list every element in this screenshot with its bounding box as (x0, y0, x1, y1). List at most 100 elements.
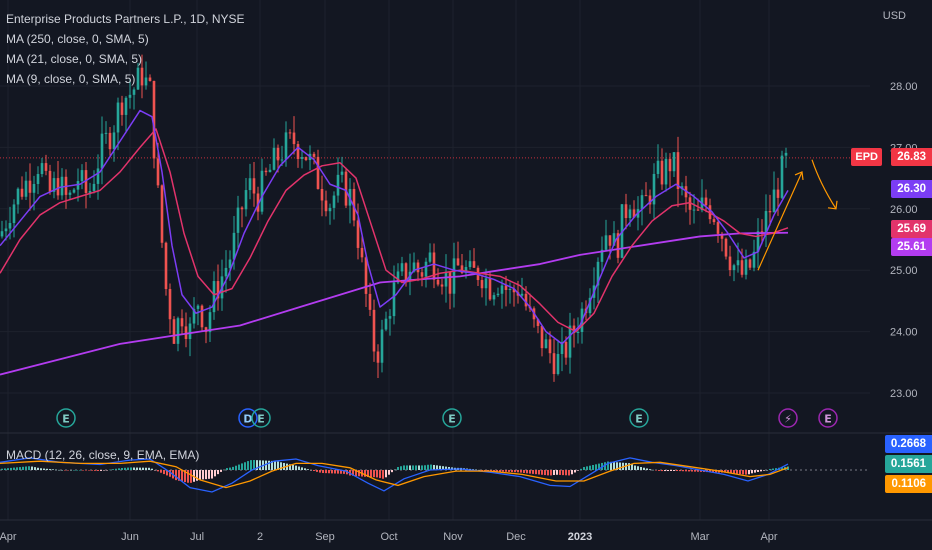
macd-legend[interactable]: MACD (12, 26, close, 9, EMA, EMA) (6, 448, 200, 462)
x-tick-label: Jul (190, 531, 204, 543)
ma21-value-badge: 25.69 (891, 220, 932, 238)
x-tick-label: Jun (121, 531, 139, 543)
candle-body (604, 235, 608, 250)
candle-body (104, 132, 108, 134)
macd-histogram-bar (373, 470, 375, 478)
candle-body (312, 153, 316, 157)
signal-line (0, 460, 789, 489)
macd-histogram-bar (52, 469, 54, 470)
candle-body (772, 189, 776, 213)
candle-body (32, 183, 36, 193)
macd-histogram-bar (592, 464, 594, 470)
x-tick-label: Mar (691, 531, 710, 543)
macd-histogram-bar (304, 468, 306, 470)
candle-body (368, 293, 372, 310)
macd-histogram-bar (736, 470, 738, 474)
candle-body (88, 191, 92, 193)
candle-body (568, 325, 572, 358)
macd-histogram-bar (4, 468, 6, 470)
macd-value-badge: 0.2668 (884, 435, 932, 453)
candle-body (520, 293, 524, 296)
candle-body (176, 318, 180, 344)
signal-value-badge: 0.1106 (885, 475, 932, 493)
candle-body (744, 259, 748, 275)
macd-histogram-bar (649, 469, 651, 470)
macd-histogram-bar (295, 465, 297, 470)
macd-histogram-bar (484, 470, 486, 471)
macd-histogram-bar (352, 470, 354, 476)
y-tick-label: 25.00 (890, 265, 918, 277)
macd-histogram-bar (727, 470, 729, 473)
earnings-marker: E (629, 408, 649, 428)
candle-body (68, 192, 72, 195)
candle-body (644, 195, 648, 197)
candle-body (404, 263, 408, 281)
candle-body (612, 233, 616, 246)
macd-histogram-bar (10, 467, 12, 470)
candle-body (464, 267, 468, 273)
macd-histogram-bar (343, 470, 345, 474)
candle-body (748, 259, 752, 268)
macd-histogram-bar (298, 466, 300, 470)
macd-histogram-bar (364, 470, 366, 477)
macd-histogram-bar (289, 464, 291, 470)
macd-histogram-bar (157, 470, 159, 472)
ma250-legend[interactable]: MA (250, close, 0, SMA, 5) (6, 32, 149, 46)
macd-histogram-bar (652, 469, 654, 471)
macd-histogram-bar (274, 460, 276, 470)
macd-histogram-bar (7, 468, 9, 470)
candle-body (392, 282, 396, 317)
macd-histogram-bar (187, 470, 189, 483)
macd-histogram-bar (37, 467, 39, 470)
macd-histogram-bar (148, 467, 150, 470)
macd-histogram-bar (1, 468, 3, 470)
macd-histogram-bar (667, 470, 669, 472)
trend-arrow-head (794, 171, 804, 181)
candle-body (56, 178, 60, 196)
macd-histogram-bar (328, 470, 330, 474)
candle-body (768, 211, 772, 213)
candle-body (0, 231, 4, 237)
candle-body (120, 102, 124, 115)
macd-histogram-bar (22, 466, 24, 470)
candle-body (256, 193, 260, 212)
ma9-legend[interactable]: MA (9, close, 0, SMA, 5) (6, 72, 136, 86)
candle-body (364, 257, 368, 294)
macd-histogram-bar (202, 470, 204, 480)
candle-body (324, 200, 328, 212)
macd-histogram-bar (637, 466, 639, 470)
macd-histogram-bar (271, 460, 273, 470)
macd-histogram-bar (244, 462, 246, 470)
candle-body (672, 152, 676, 172)
macd-histogram-bar (403, 465, 405, 470)
currency-label: USD (882, 10, 906, 22)
candle-body (732, 265, 736, 271)
ma21-legend[interactable]: MA (21, close, 0, SMA, 5) (6, 52, 143, 66)
candle-body (388, 316, 392, 319)
candle-body (228, 259, 232, 268)
macd-histogram-bar (28, 466, 30, 470)
macd-histogram-bar (475, 469, 477, 471)
candle-body (272, 147, 276, 170)
macd-histogram-bar (97, 470, 99, 471)
candle-body (576, 331, 580, 333)
macd-histogram-bar (235, 465, 237, 470)
candle-body (192, 308, 196, 324)
macd-histogram-bar (478, 469, 480, 471)
candle-body (184, 326, 188, 339)
candle-body (52, 178, 56, 192)
candle-body (456, 258, 460, 266)
macd-histogram-bar (214, 470, 216, 477)
macd-histogram-bar (226, 468, 228, 470)
macd-histogram-bar (562, 470, 564, 476)
macd-histogram-bar (160, 470, 162, 473)
candle-body (116, 102, 120, 133)
macd-histogram-bar (250, 460, 252, 470)
candle-body (288, 132, 292, 134)
macd-histogram-bar (190, 470, 192, 483)
macd-histogram-bar (259, 460, 261, 470)
macd-histogram-bar (748, 470, 750, 475)
macd-histogram-bar (508, 470, 510, 472)
macd-histogram-bar (388, 470, 390, 475)
